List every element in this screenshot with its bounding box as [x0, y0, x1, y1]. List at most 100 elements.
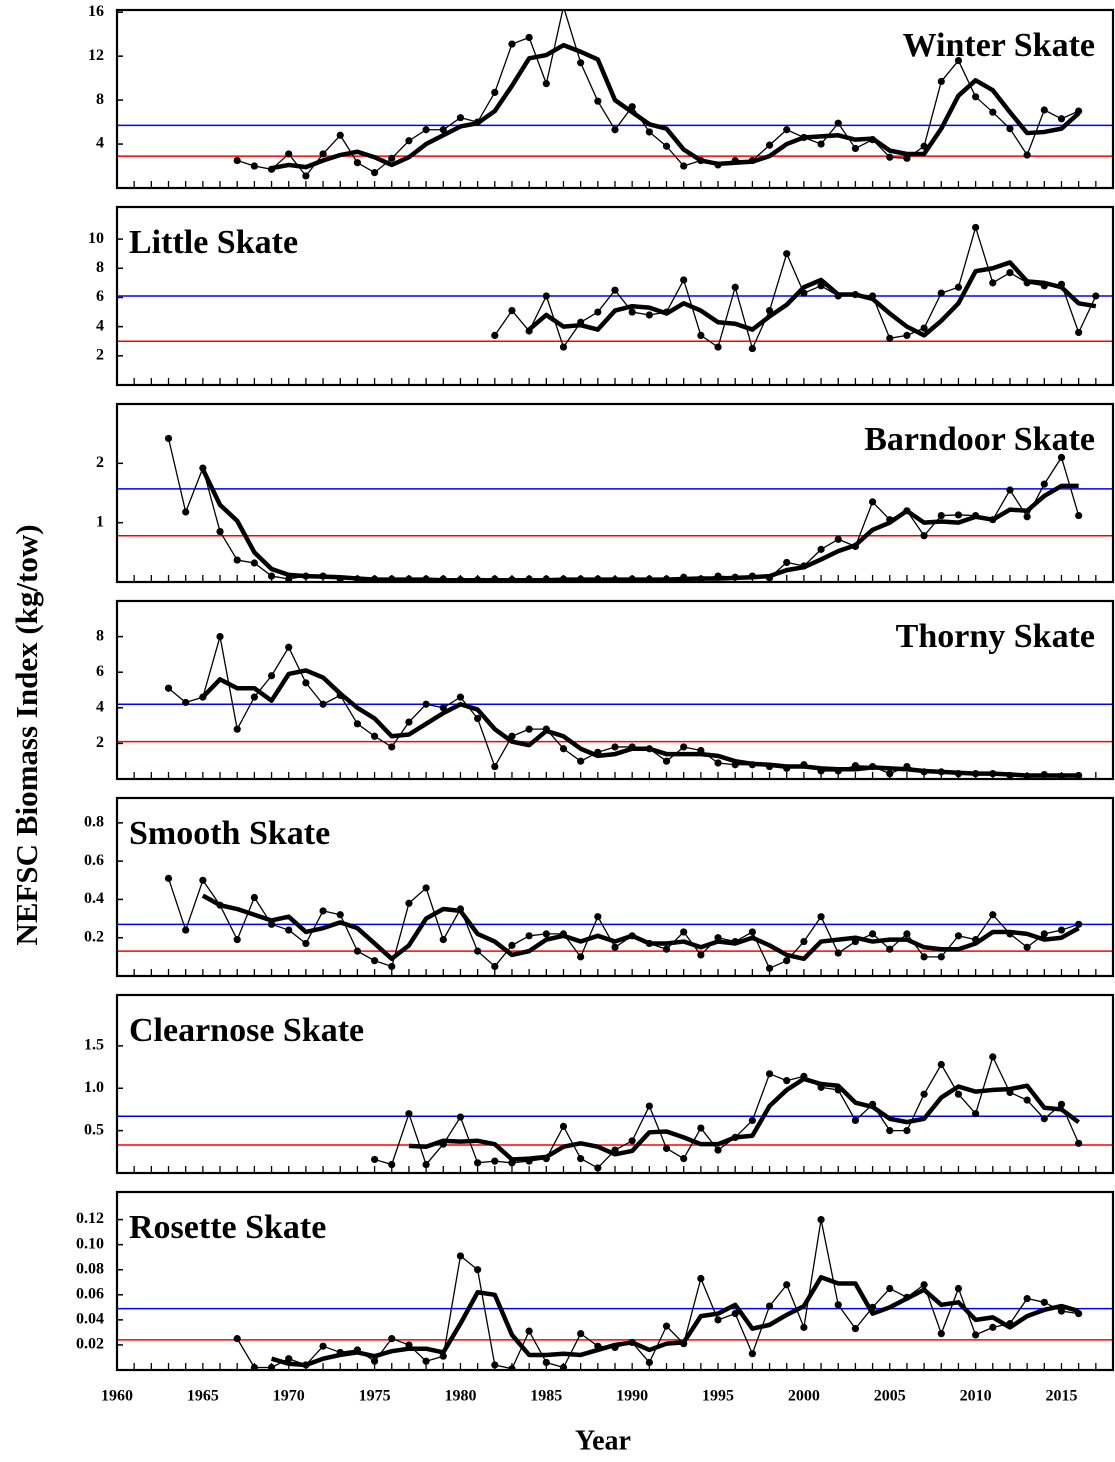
data-point — [1006, 125, 1014, 133]
data-point — [886, 153, 894, 161]
data-point — [645, 311, 653, 319]
data-point — [783, 1077, 791, 1085]
panel-title: Thorny Skate — [896, 618, 1095, 655]
smoothed-line — [201, 668, 1079, 778]
data-point — [559, 745, 568, 753]
data-point — [1040, 480, 1048, 488]
data-point — [868, 498, 877, 506]
annual-line — [168, 635, 1079, 777]
y-tick-label: 0.6 — [84, 852, 104, 869]
data-point — [662, 945, 671, 953]
data-point — [319, 907, 327, 915]
y-tick-label: 2 — [96, 454, 104, 471]
panel-title: Clearnose Skate — [129, 1012, 364, 1049]
data-point — [525, 33, 533, 42]
data-point — [662, 142, 671, 150]
y-tick-label: 2 — [96, 734, 104, 751]
y-tick-label: 0.2 — [84, 928, 104, 945]
data-point — [731, 283, 739, 291]
data-point — [542, 292, 550, 300]
data-point — [765, 1070, 774, 1078]
x-tick-label: 1995 — [702, 1388, 734, 1405]
data-point — [645, 128, 653, 136]
y-tick-label: 10 — [88, 230, 104, 247]
data-point — [886, 1127, 894, 1135]
data-point — [972, 1110, 980, 1118]
x-tick-label: 2005 — [874, 1388, 906, 1405]
data-point — [920, 324, 928, 332]
data-point — [972, 1331, 980, 1339]
data-point — [989, 279, 997, 287]
data-point — [1023, 1096, 1031, 1104]
data-point — [645, 1358, 653, 1367]
y-tick-label: 16 — [88, 3, 104, 20]
data-point — [1075, 1139, 1083, 1147]
data-point — [370, 957, 379, 965]
data-point — [388, 1160, 396, 1169]
panel-title: Little Skate — [129, 224, 298, 261]
data-point — [662, 757, 671, 765]
data-point — [611, 943, 619, 951]
data-point — [748, 1116, 756, 1125]
x-tick-label: 2000 — [788, 1388, 820, 1405]
data-point — [233, 936, 241, 944]
data-point — [216, 527, 224, 536]
data-point — [388, 1335, 396, 1343]
data-point — [405, 899, 413, 907]
data-point — [937, 511, 945, 520]
data-point — [422, 700, 430, 708]
data-point — [1023, 151, 1031, 159]
data-point — [594, 308, 602, 316]
data-point — [1057, 115, 1066, 123]
y-tick-label: 0.06 — [76, 1285, 104, 1302]
data-point — [662, 1144, 671, 1153]
data-point — [285, 926, 293, 934]
data-point — [302, 939, 310, 948]
y-tick-label: 0.02 — [76, 1336, 104, 1353]
data-point — [353, 720, 362, 728]
data-point — [388, 743, 396, 751]
data-point — [319, 700, 327, 708]
data-point — [851, 1325, 860, 1333]
data-point — [765, 964, 774, 972]
data-point — [920, 1281, 928, 1289]
data-point — [1023, 1294, 1031, 1303]
data-point — [611, 743, 619, 751]
data-point — [577, 757, 585, 765]
data-point — [525, 1327, 533, 1335]
data-point — [1023, 943, 1031, 951]
data-point — [233, 1335, 241, 1343]
panel-title: Barndoor Skate — [864, 421, 1095, 458]
annual-line — [237, 10, 1079, 177]
data-point — [920, 1090, 928, 1098]
data-point — [422, 884, 430, 892]
data-point — [903, 930, 911, 938]
data-point — [817, 1215, 825, 1224]
y-tick-label: 8 — [96, 91, 104, 108]
data-point — [164, 874, 173, 882]
data-point — [972, 223, 980, 232]
y-tick-label: 1.0 — [84, 1079, 104, 1096]
data-point — [491, 762, 499, 771]
data-point — [456, 114, 465, 122]
data-point — [525, 725, 533, 733]
data-point — [302, 679, 310, 687]
data-point — [903, 1127, 911, 1135]
panel — [117, 1215, 1113, 1370]
y-tick-label: 12 — [88, 47, 104, 64]
data-point — [628, 308, 636, 316]
data-point — [989, 108, 997, 116]
smoothed-line — [408, 1076, 1080, 1162]
data-point — [456, 693, 465, 701]
data-point — [456, 1252, 465, 1260]
annual-line — [167, 438, 1080, 581]
data-point — [1075, 328, 1083, 337]
data-point — [216, 633, 224, 641]
smoothed-line — [200, 468, 1079, 582]
data-point — [422, 1160, 430, 1169]
y-tick-label: 4 — [96, 135, 104, 152]
y-tick-label: 1.5 — [84, 1037, 104, 1054]
data-point — [370, 1357, 379, 1365]
